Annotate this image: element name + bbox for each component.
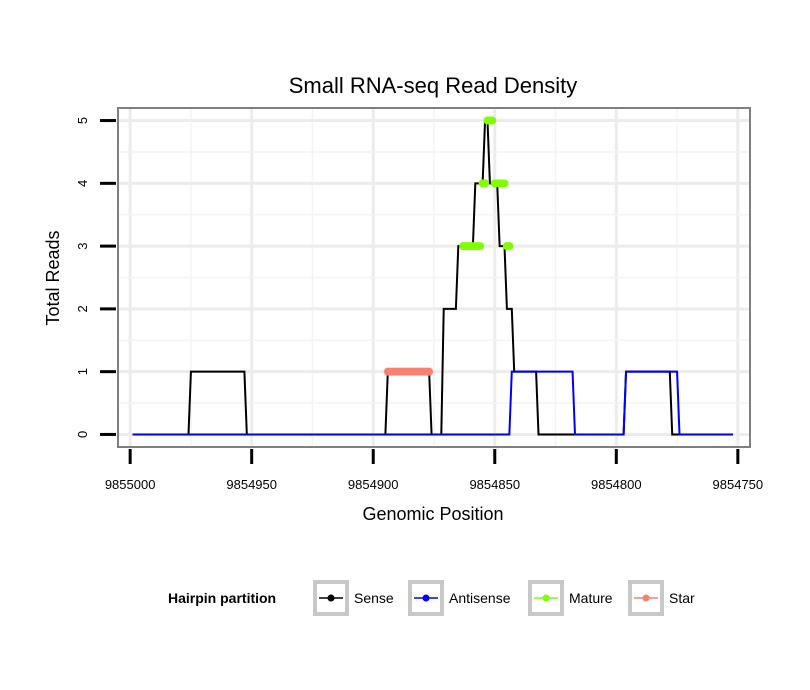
x-axis: 9855000 9854950 9854900 9854850 9854800 98547…: [105, 449, 763, 492]
mature-point: [476, 242, 485, 251]
x-tick-label: 9854850: [469, 477, 520, 492]
antisense-series-line: [132, 370, 733, 436]
y-tick-label: 0: [75, 431, 90, 438]
mature-point: [481, 179, 490, 188]
chart-title: Small RNA-seq Read Density: [289, 73, 578, 98]
x-tick-label: 9854800: [591, 477, 642, 492]
legend-title: Hairpin partition: [168, 590, 276, 606]
legend-key-point: [422, 594, 430, 602]
legend-key-point: [327, 594, 335, 602]
y-tick-label: 5: [75, 117, 90, 124]
series-layer: [132, 116, 733, 436]
star-point: [425, 367, 434, 376]
y-tick-label: 4: [75, 180, 90, 187]
y-axis: 0 1 2 3 4 5: [75, 117, 116, 438]
legend: Hairpin partition Sense Antisense Mature St…: [168, 580, 695, 616]
x-tick-label: 9854900: [348, 477, 399, 492]
mature-point: [505, 242, 514, 251]
legend-key-point: [642, 594, 650, 602]
y-tick-label: 1: [75, 368, 90, 375]
legend-items: Sense Antisense Mature Star: [313, 580, 695, 616]
legend-label-sense: Sense: [354, 590, 394, 606]
legend-label-mature: Mature: [569, 590, 613, 606]
panel-border: [117, 107, 751, 448]
y-axis-title: Total Reads: [43, 230, 63, 325]
x-axis-title: Genomic Position: [362, 504, 503, 524]
grid: [118, 108, 750, 447]
legend-label-star: Star: [669, 590, 695, 606]
legend-label-antisense: Antisense: [449, 590, 511, 606]
x-tick-label: 9855000: [105, 477, 156, 492]
mature-point: [500, 179, 509, 188]
x-tick-label: 9854950: [226, 477, 277, 492]
y-tick-label: 2: [75, 305, 90, 312]
mature-point: [488, 116, 497, 125]
y-tick-label: 3: [75, 242, 90, 249]
legend-key-point: [542, 594, 550, 602]
x-tick-label: 9854750: [713, 477, 764, 492]
